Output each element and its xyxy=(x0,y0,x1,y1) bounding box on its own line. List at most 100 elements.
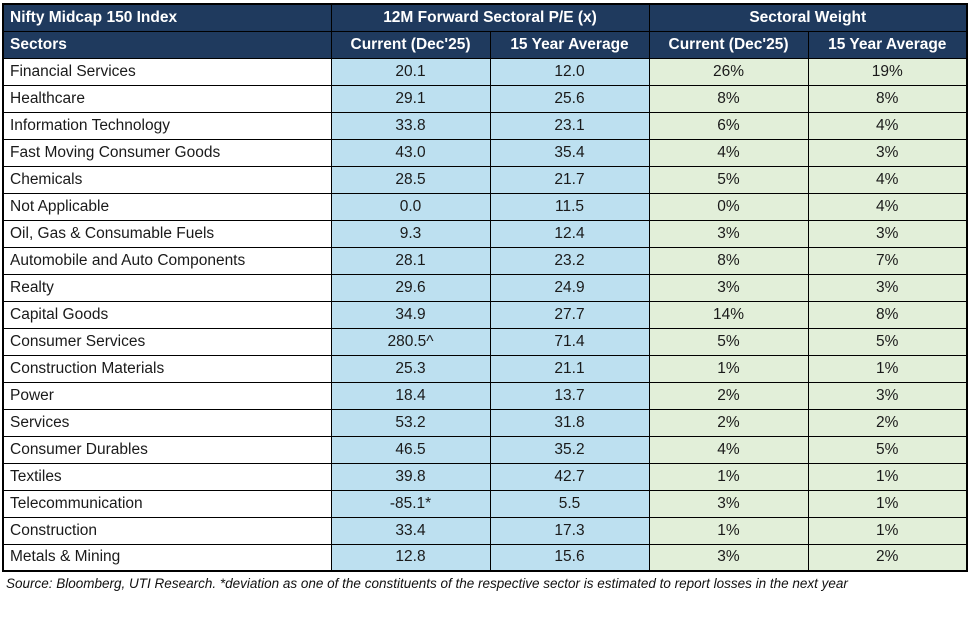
table-row: Fast Moving Consumer Goods 43.0 35.4 4% … xyxy=(2,138,968,167)
wt-current-cell: 3% xyxy=(648,489,809,518)
pe-15y-cell: 35.2 xyxy=(489,435,650,464)
group-header-weight: Sectoral Weight xyxy=(648,3,968,32)
wt-current-cell: 8% xyxy=(648,246,809,275)
wt-15y-cell: 7% xyxy=(807,246,968,275)
pe-current-cell: 28.1 xyxy=(330,246,491,275)
wt-current-cell: 5% xyxy=(648,165,809,194)
sector-cell: Consumer Services xyxy=(2,327,332,356)
table-row: Automobile and Auto Components 28.1 23.2… xyxy=(2,246,968,275)
wt-15y-cell: 19% xyxy=(807,57,968,86)
wt-current-cell: 0% xyxy=(648,192,809,221)
table-row: Telecommunication -85.1* 5.5 3% 1% xyxy=(2,489,968,518)
pe-current-cell: 46.5 xyxy=(330,435,491,464)
table-row: Chemicals 28.5 21.7 5% 4% xyxy=(2,165,968,194)
sector-cell: Fast Moving Consumer Goods xyxy=(2,138,332,167)
pe-current-cell: 29.6 xyxy=(330,273,491,302)
wt-current-cell: 2% xyxy=(648,381,809,410)
pe-15y-cell: 17.3 xyxy=(489,516,650,545)
wt-current-cell: 3% xyxy=(648,273,809,302)
group-header-pe: 12M Forward Sectoral P/E (x) xyxy=(330,3,650,32)
table-title: Nifty Midcap 150 Index xyxy=(2,3,332,32)
sector-cell: Automobile and Auto Components xyxy=(2,246,332,275)
pe-current-cell: 12.8 xyxy=(330,543,491,572)
sector-cell: Telecommunication xyxy=(2,489,332,518)
wt-current-cell: 8% xyxy=(648,84,809,113)
wt-current-cell: 4% xyxy=(648,435,809,464)
pe-current-cell: 28.5 xyxy=(330,165,491,194)
pe-current-cell: 25.3 xyxy=(330,354,491,383)
group-header-row: Nifty Midcap 150 Index 12M Forward Secto… xyxy=(2,3,968,32)
wt-15y-cell: 3% xyxy=(807,138,968,167)
source-footnote: Source: Bloomberg, UTI Research. *deviat… xyxy=(6,576,848,591)
wt-current-cell: 14% xyxy=(648,300,809,329)
pe-15y-cell: 24.9 xyxy=(489,273,650,302)
table-row: Consumer Durables 46.5 35.2 4% 5% xyxy=(2,435,968,464)
table-row: Construction 33.4 17.3 1% 1% xyxy=(2,516,968,545)
sector-cell: Healthcare xyxy=(2,84,332,113)
pe-15y-cell: 13.7 xyxy=(489,381,650,410)
wt-15y-cell: 1% xyxy=(807,489,968,518)
sector-cell: Services xyxy=(2,408,332,437)
column-header-row: Sectors Current (Dec'25) 15 Year Average… xyxy=(2,30,968,59)
table-row: Not Applicable 0.0 11.5 0% 4% xyxy=(2,192,968,221)
sector-cell: Construction xyxy=(2,516,332,545)
sector-cell: Oil, Gas & Consumable Fuels xyxy=(2,219,332,248)
pe-15y-cell: 21.1 xyxy=(489,354,650,383)
table-row: Power 18.4 13.7 2% 3% xyxy=(2,381,968,410)
pe-15y-cell: 23.1 xyxy=(489,111,650,140)
wt-15y-cell: 3% xyxy=(807,273,968,302)
wt-15y-cell: 1% xyxy=(807,462,968,491)
col-header-wt-15y: 15 Year Average xyxy=(807,30,968,59)
col-header-sectors: Sectors xyxy=(2,30,332,59)
table-row: Financial Services 20.1 12.0 26% 19% xyxy=(2,57,968,86)
pe-15y-cell: 35.4 xyxy=(489,138,650,167)
wt-current-cell: 26% xyxy=(648,57,809,86)
wt-current-cell: 2% xyxy=(648,408,809,437)
sector-cell: Realty xyxy=(2,273,332,302)
wt-current-cell: 1% xyxy=(648,516,809,545)
pe-current-cell: 280.5^ xyxy=(330,327,491,356)
table-row: Realty 29.6 24.9 3% 3% xyxy=(2,273,968,302)
pe-current-cell: 29.1 xyxy=(330,84,491,113)
pe-15y-cell: 27.7 xyxy=(489,300,650,329)
wt-15y-cell: 2% xyxy=(807,543,968,572)
sector-cell: Chemicals xyxy=(2,165,332,194)
wt-15y-cell: 3% xyxy=(807,381,968,410)
table-row: Information Technology 33.8 23.1 6% 4% xyxy=(2,111,968,140)
table-row: Services 53.2 31.8 2% 2% xyxy=(2,408,968,437)
wt-current-cell: 6% xyxy=(648,111,809,140)
col-header-pe-current: Current (Dec'25) xyxy=(330,30,491,59)
pe-current-cell: 33.8 xyxy=(330,111,491,140)
pe-15y-cell: 23.2 xyxy=(489,246,650,275)
pe-current-cell: 53.2 xyxy=(330,408,491,437)
pe-15y-cell: 12.0 xyxy=(489,57,650,86)
sector-cell: Financial Services xyxy=(2,57,332,86)
table-row: Capital Goods 34.9 27.7 14% 8% xyxy=(2,300,968,329)
table-row: Healthcare 29.1 25.6 8% 8% xyxy=(2,84,968,113)
wt-15y-cell: 4% xyxy=(807,111,968,140)
sector-cell: Consumer Durables xyxy=(2,435,332,464)
pe-current-cell: 43.0 xyxy=(330,138,491,167)
pe-current-cell: 0.0 xyxy=(330,192,491,221)
pe-current-cell: 9.3 xyxy=(330,219,491,248)
wt-15y-cell: 1% xyxy=(807,516,968,545)
wt-current-cell: 3% xyxy=(648,543,809,572)
pe-15y-cell: 25.6 xyxy=(489,84,650,113)
wt-15y-cell: 4% xyxy=(807,165,968,194)
sector-cell: Capital Goods xyxy=(2,300,332,329)
col-header-wt-current: Current (Dec'25) xyxy=(648,30,809,59)
page: Nifty Midcap 150 Index 12M Forward Secto… xyxy=(2,3,969,591)
table-row: Textiles 39.8 42.7 1% 1% xyxy=(2,462,968,491)
wt-current-cell: 1% xyxy=(648,462,809,491)
pe-15y-cell: 31.8 xyxy=(489,408,650,437)
wt-current-cell: 3% xyxy=(648,219,809,248)
pe-15y-cell: 15.6 xyxy=(489,543,650,572)
sector-cell: Power xyxy=(2,381,332,410)
pe-current-cell: 33.4 xyxy=(330,516,491,545)
table-row: Construction Materials 25.3 21.1 1% 1% xyxy=(2,354,968,383)
wt-current-cell: 1% xyxy=(648,354,809,383)
pe-15y-cell: 5.5 xyxy=(489,489,650,518)
table-row: Metals & Mining 12.8 15.6 3% 2% xyxy=(2,543,968,572)
wt-15y-cell: 2% xyxy=(807,408,968,437)
wt-15y-cell: 4% xyxy=(807,192,968,221)
